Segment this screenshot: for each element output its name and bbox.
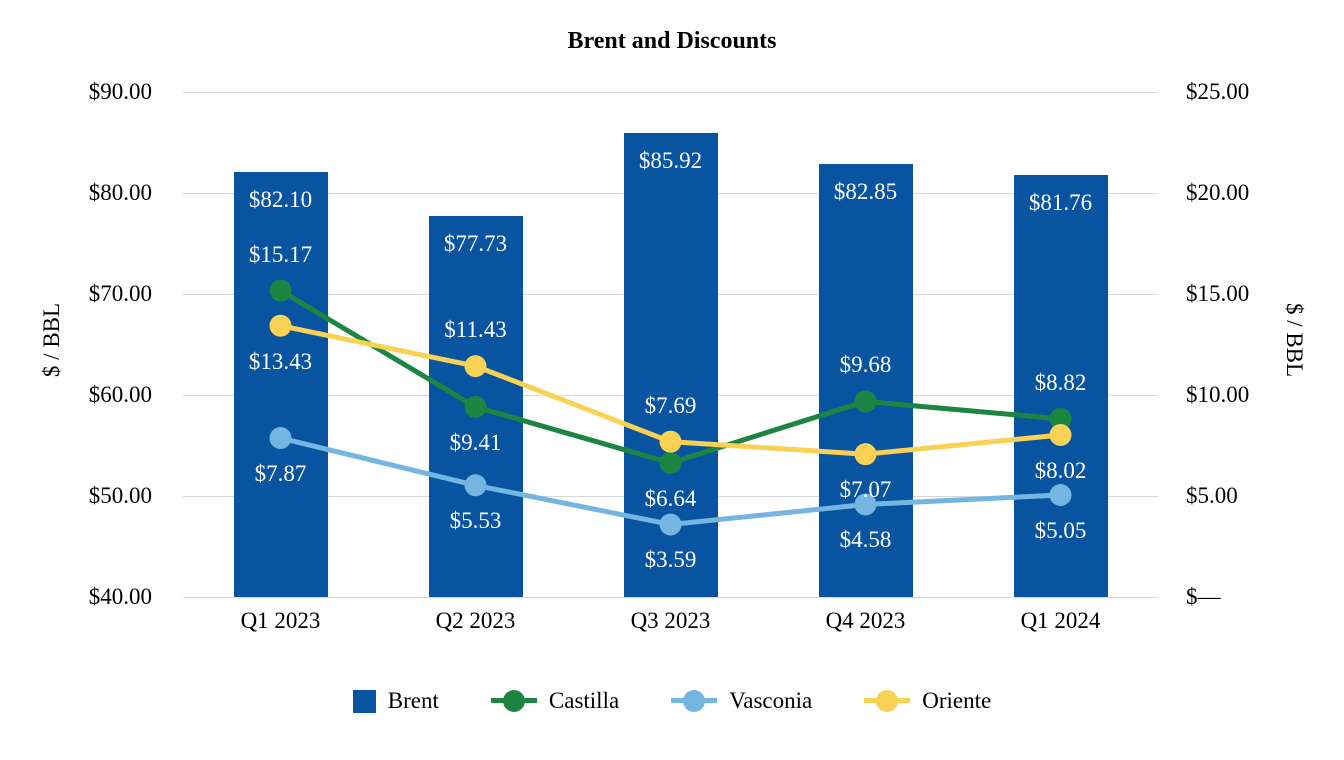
point-label-castilla: $9.68	[839, 352, 892, 378]
marker-castilla	[464, 395, 487, 418]
plot-area: $82.10 $77.73 $85.92 $82.85 $81.76 $15.17 $9.4…	[183, 91, 1158, 598]
point-label-castilla: $9.41	[449, 429, 502, 455]
legend-item-castilla: Castilla	[490, 688, 620, 714]
x-axis-label: Q3 2023	[630, 608, 711, 633]
marker-vasconia	[269, 427, 292, 450]
left-tick-label: $80.00	[88, 180, 152, 205]
x-axis-label: Q1 2024	[1020, 608, 1101, 633]
right-axis-title: $ / BBL	[1282, 302, 1307, 378]
legend-line-marker-swatch	[490, 689, 537, 713]
gridline	[183, 91, 1158, 93]
legend-item-oriente: Oriente	[864, 688, 991, 714]
x-axis-label: Q1 2023	[240, 608, 321, 633]
right-tick-label: $15.00	[1186, 281, 1250, 306]
point-label-oriente: $7.07	[839, 477, 892, 503]
brent-bar	[233, 171, 328, 597]
marker-oriente	[659, 430, 682, 453]
legend-label: Oriente	[922, 688, 992, 713]
bar-value-label: $77.73	[443, 230, 508, 256]
bar-value-label: $85.92	[638, 148, 703, 174]
point-label-vasconia: $4.58	[839, 527, 892, 553]
right-tick-label: $5.00	[1186, 483, 1238, 508]
point-label-vasconia: $5.53	[449, 508, 502, 534]
chart-title: Brent and Discounts	[567, 28, 777, 54]
legend-square-swatch	[352, 689, 376, 713]
legend-label: Brent	[387, 688, 439, 713]
marker-vasconia	[464, 474, 487, 497]
point-label-oriente: $11.43	[444, 317, 507, 343]
brent-bar	[818, 164, 913, 597]
left-tick-label: $90.00	[88, 79, 152, 104]
point-label-vasconia: $5.05	[1034, 517, 1087, 543]
legend-line-marker-swatch	[671, 689, 718, 713]
point-label-castilla: $15.17	[248, 241, 313, 267]
point-label-castilla: $8.82	[1034, 369, 1087, 395]
legend-marker-dot	[683, 690, 706, 712]
bar-value-label: $82.10	[248, 186, 313, 212]
point-label-oriente: $13.43	[248, 348, 313, 374]
point-label-oriente: $8.02	[1034, 457, 1087, 483]
point-label-vasconia: $7.87	[254, 461, 307, 487]
marker-castilla	[269, 279, 292, 302]
point-label-vasconia: $3.59	[644, 547, 697, 573]
marker-oriente	[464, 355, 487, 378]
point-label-oriente: $7.69	[644, 392, 697, 418]
line-series-layer	[269, 279, 1072, 536]
x-axis-label: Q4 2023	[825, 608, 906, 633]
marker-oriente	[1049, 423, 1072, 446]
left-tick-label: $50.00	[88, 483, 152, 508]
right-tick-label: $—	[1186, 584, 1221, 609]
x-axis-label: Q2 2023	[435, 608, 516, 633]
marker-castilla	[659, 451, 682, 474]
marker-oriente	[269, 314, 292, 337]
legend-line-marker-swatch	[864, 689, 911, 713]
left-tick-label: $40.00	[88, 584, 152, 609]
marker-vasconia	[1049, 483, 1072, 506]
left-axis-title: $ / BBL	[39, 302, 64, 378]
right-tick-label: $20.00	[1186, 180, 1250, 205]
point-label-castilla: $6.64	[644, 485, 697, 511]
marker-castilla	[854, 390, 877, 413]
legend-item-vasconia: Vasconia	[671, 688, 812, 714]
bar-value-label: $82.85	[833, 179, 898, 205]
legend: Brent Castilla Vasconia Oriente	[0, 688, 1344, 714]
legend-label: Vasconia	[729, 688, 813, 713]
right-tick-label: $10.00	[1186, 382, 1250, 407]
legend-marker-dot	[502, 690, 525, 712]
marker-oriente	[854, 443, 877, 466]
marker-vasconia	[659, 513, 682, 536]
legend-marker-dot	[876, 690, 899, 712]
legend-item-brent: Brent	[352, 688, 439, 714]
marker-vasconia	[854, 493, 877, 516]
gridline	[183, 596, 1158, 598]
right-tick-label: $25.00	[1186, 79, 1250, 104]
legend-label: Castilla	[548, 688, 620, 713]
marker-castilla	[1049, 407, 1072, 430]
data-labels-layer: $82.10 $77.73 $85.92 $82.85 $81.76 $15.17 $9.4…	[183, 92, 1158, 597]
left-tick-label: $60.00	[88, 382, 152, 407]
brent-bar	[1013, 175, 1108, 597]
left-tick-label: $70.00	[88, 281, 152, 306]
bar-value-label: $81.76	[1028, 190, 1093, 216]
